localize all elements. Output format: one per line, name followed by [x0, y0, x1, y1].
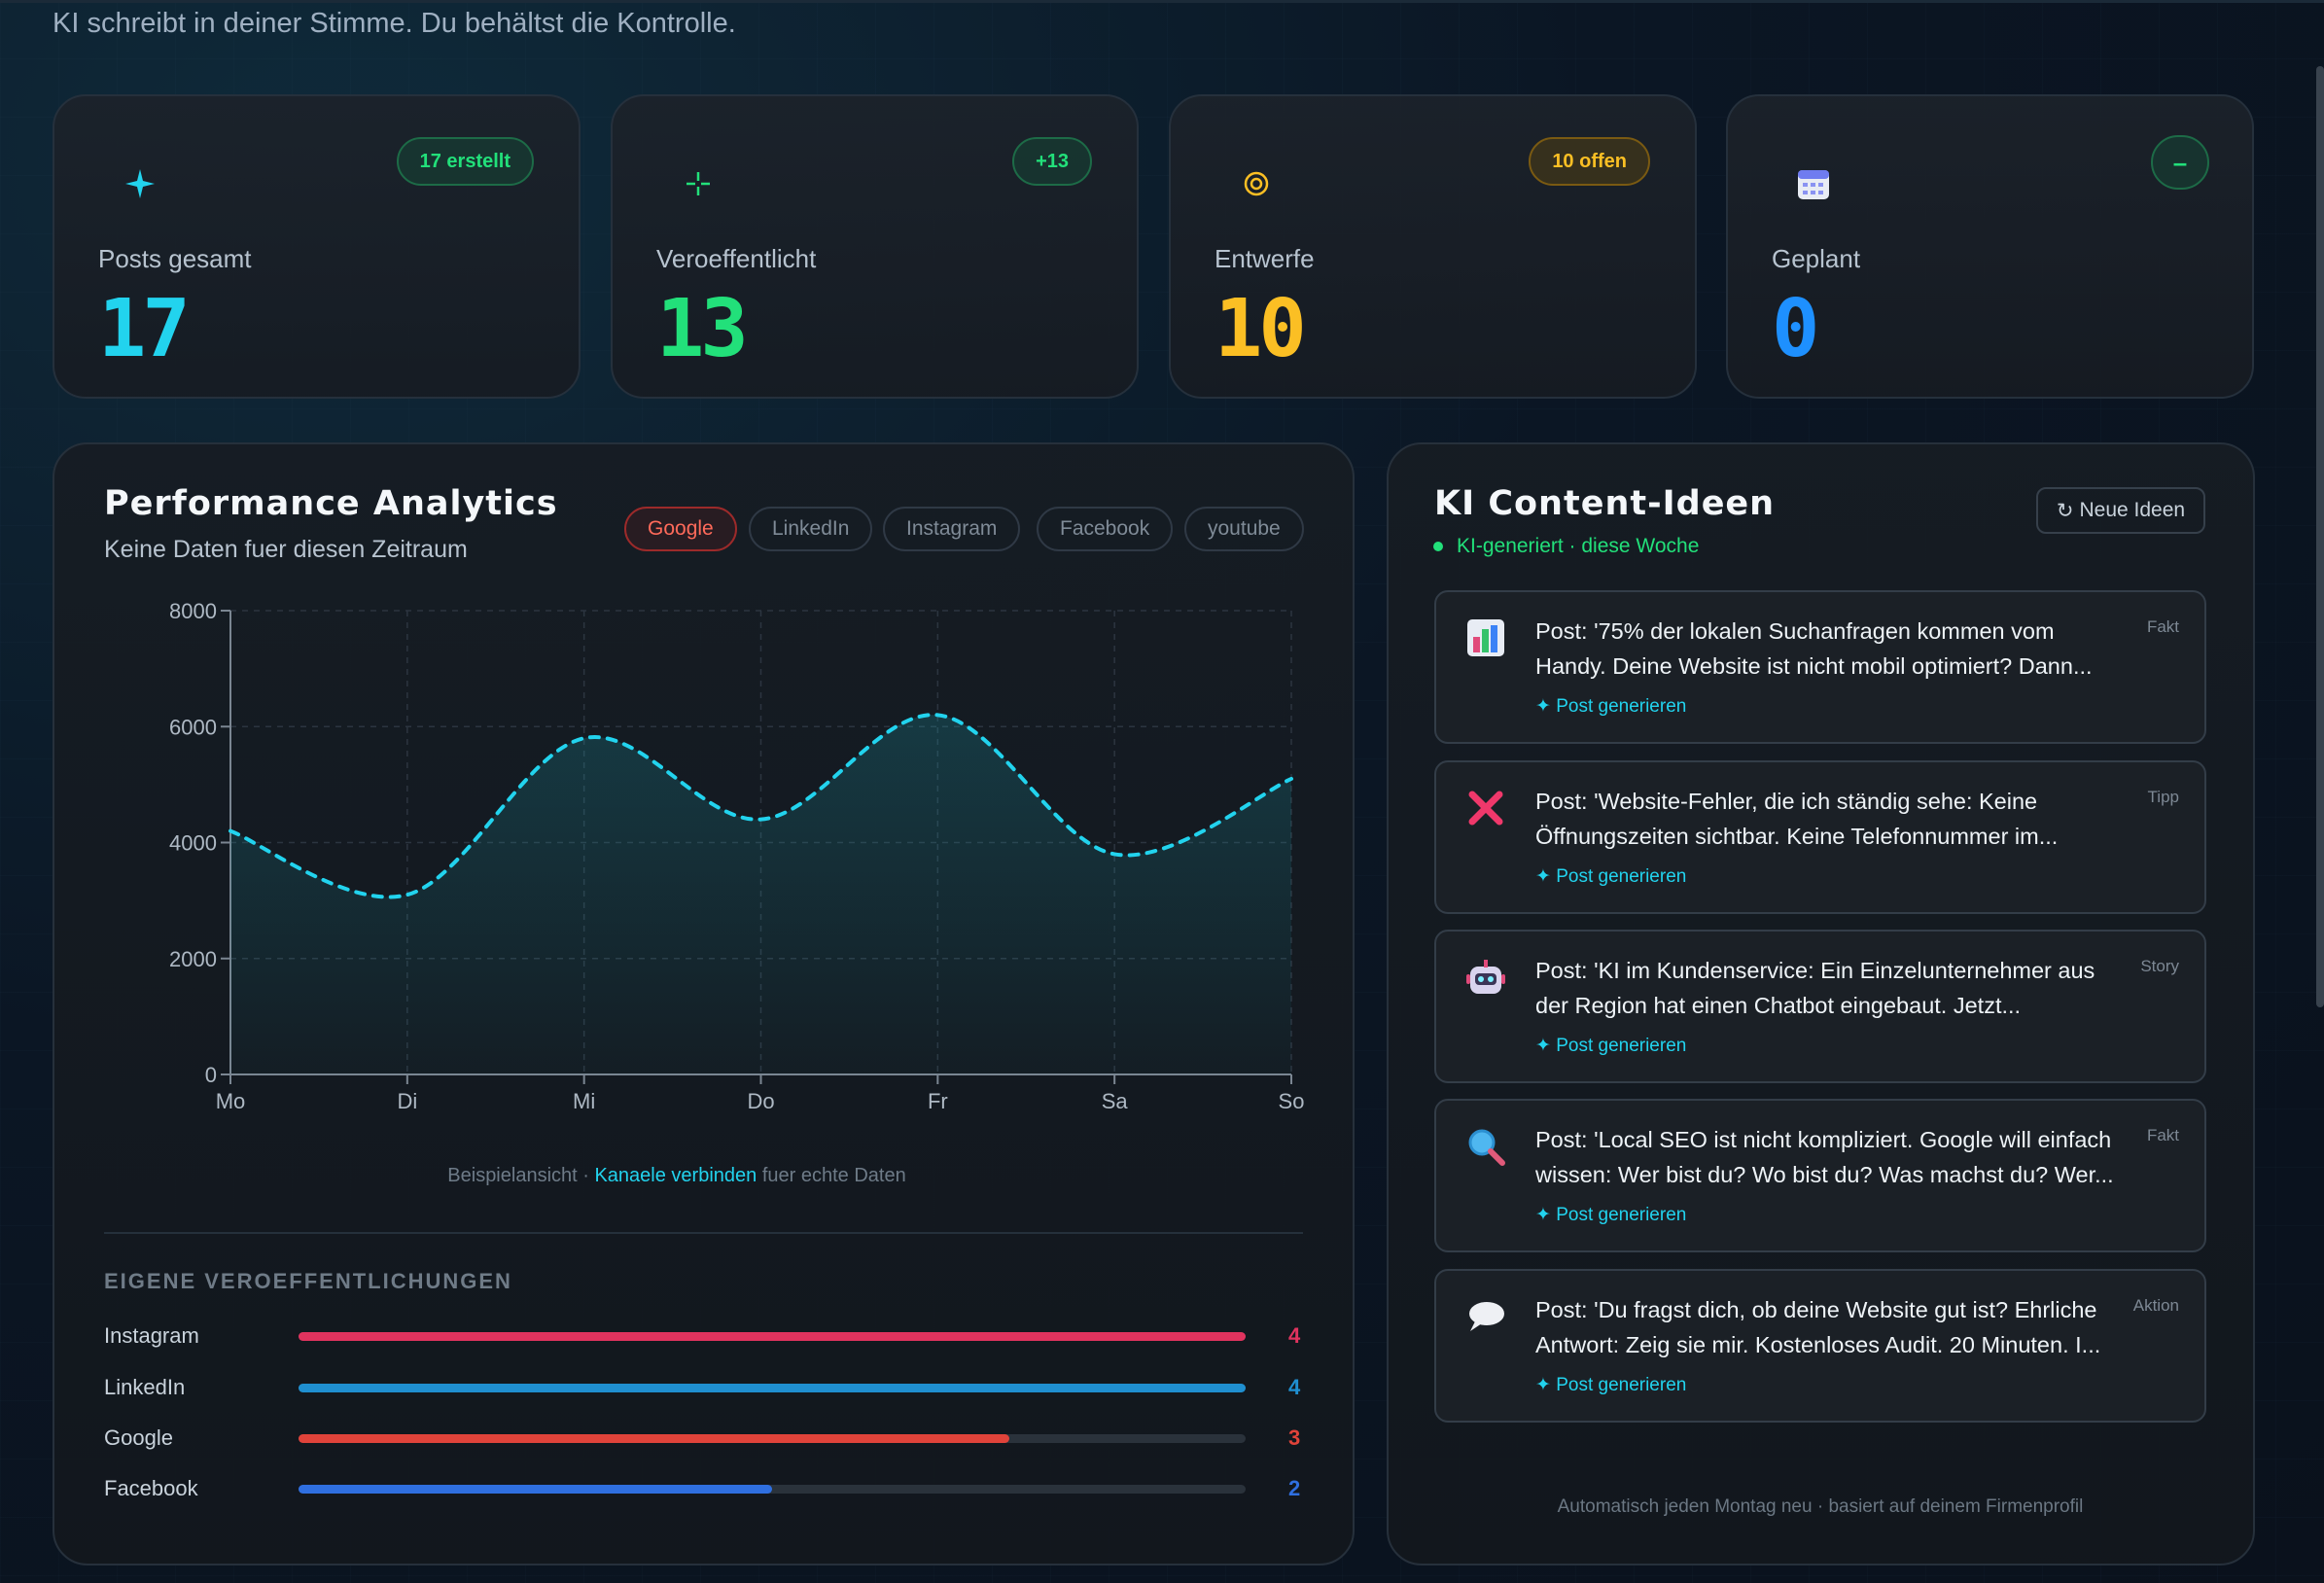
publication-count: 4 — [1288, 1323, 1301, 1348]
y-tick-label: 6000 — [169, 715, 217, 739]
idea-text: Post: 'Local SEO ist nicht kompliziert. … — [1535, 1127, 2114, 1187]
publication-bar — [299, 1434, 1246, 1443]
crosshair-icon — [677, 162, 720, 205]
scrollbar[interactable] — [2316, 66, 2324, 1007]
tagline: KI schreibt in deiner Stimme. Du behälts… — [53, 8, 736, 39]
x-tick-label: Sa — [1102, 1089, 1129, 1113]
ki-subtitle-text: KI-generiert · diese Woche — [1457, 535, 1700, 557]
tab-youtube[interactable]: youtube — [1184, 507, 1304, 551]
new-ideas-button[interactable]: ↻ Neue Ideen — [2036, 487, 2205, 534]
ki-subtitle: KI-generiert · diese Woche — [1433, 535, 1699, 558]
x-tick-label: So — [1279, 1089, 1305, 1113]
idea-text: Post: 'Website-Fehler, die ich ständig s… — [1535, 789, 2059, 849]
publication-label: Google — [104, 1425, 173, 1450]
x-tick-label: Mo — [216, 1089, 246, 1113]
publication-bar — [299, 1332, 1246, 1341]
stat-card-scheduled: – Geplant 0 — [1726, 94, 2254, 399]
tab-google[interactable]: Google — [624, 507, 737, 551]
idea-text: Post: 'Du fragst dich, ob deine Website … — [1535, 1297, 2101, 1357]
publication-label: Facebook — [104, 1476, 198, 1500]
publication-bar-fill — [299, 1434, 1009, 1443]
x-tick-label: Di — [397, 1089, 417, 1113]
stat-value: 0 — [1772, 283, 1819, 375]
section-title: EIGENE VEROEFFENTLICHUNGEN — [104, 1269, 512, 1293]
stat-value: 13 — [656, 283, 749, 375]
sparkle-icon — [119, 162, 161, 205]
y-tick-label: 8000 — [169, 599, 217, 623]
ki-footer: Automatisch jeden Montag neu · basiert a… — [1557, 1496, 2084, 1517]
idea-card[interactable]: Post: 'KI im Kundenservice: Ein Einzelun… — [1434, 930, 2206, 1083]
idea-card[interactable]: Post: 'Local SEO ist nicht kompliziert. … — [1434, 1099, 2206, 1252]
idea-tag: Fakt — [2146, 1126, 2179, 1144]
panel-subtitle: Keine Daten fuer diesen Zeitraum — [104, 536, 468, 563]
publication-label: LinkedIn — [104, 1375, 186, 1399]
magnifier-icon — [1465, 1126, 1506, 1167]
status-badge: – — [2151, 135, 2209, 190]
idea-card[interactable]: Post: 'Website-Fehler, die ich ständig s… — [1434, 760, 2206, 914]
status-dot — [1433, 542, 1443, 552]
publication-bar-fill — [299, 1332, 1246, 1341]
publication-bar-fill — [299, 1485, 772, 1494]
stat-label: Geplant — [1772, 244, 1861, 273]
stat-value: 10 — [1215, 283, 1307, 375]
new-ideas-label: Neue Ideen — [2079, 499, 2186, 521]
footnote-suffix: fuer echte Daten — [757, 1165, 906, 1186]
divider — [104, 1232, 1303, 1234]
idea-card[interactable]: Post: '75% der lokalen Suchanfragen komm… — [1434, 590, 2206, 744]
generate-post-link[interactable]: ✦ Post generieren — [1535, 866, 1687, 887]
tab-instagram[interactable]: Instagram — [883, 507, 1021, 551]
chart-footnote: Beispielansicht · Kanaele verbinden fuer… — [53, 1165, 1301, 1187]
area-fill — [230, 715, 1291, 1074]
stat-card-published: +13 Veroeffentlicht 13 — [611, 94, 1139, 399]
y-tick-label: 0 — [205, 1063, 217, 1087]
x-tick-label: Fr — [928, 1089, 948, 1113]
publication-count: 4 — [1288, 1375, 1301, 1399]
tab-linkedin[interactable]: LinkedIn — [749, 507, 873, 551]
panel-title: KI Content-Ideen — [1434, 484, 1776, 523]
idea-card[interactable]: Post: 'Du fragst dich, ob deine Website … — [1434, 1269, 2206, 1423]
stat-label: Veroeffentlicht — [656, 244, 817, 273]
bar-chart-icon — [1465, 617, 1506, 658]
idea-tag: Aktion — [2132, 1296, 2179, 1315]
generate-post-link[interactable]: ✦ Post generieren — [1535, 1375, 1687, 1395]
connect-channels-link[interactable]: Kanaele verbinden — [594, 1165, 757, 1186]
x-tick-label: Do — [747, 1089, 774, 1113]
idea-tag: Fakt — [2146, 617, 2179, 636]
status-badge: 10 offen — [1529, 137, 1650, 186]
generate-post-link[interactable]: ✦ Post generieren — [1535, 696, 1687, 717]
robot-icon — [1465, 957, 1506, 998]
publication-count: 3 — [1288, 1425, 1301, 1450]
top-border — [0, 0, 2324, 3]
stat-card-posts: 17 erstellt Posts gesamt 17 — [53, 94, 581, 399]
generate-post-link[interactable]: ✦ Post generieren — [1535, 1205, 1687, 1225]
tab-facebook[interactable]: Facebook — [1037, 507, 1174, 551]
idea-text: Post: '75% der lokalen Suchanfragen komm… — [1535, 618, 2093, 679]
status-badge: 17 erstellt — [396, 137, 534, 186]
footnote-prefix: Beispielansicht · — [447, 1165, 595, 1186]
cross-mark-icon — [1465, 788, 1506, 828]
stat-value: 17 — [98, 283, 191, 375]
idea-tag: Tipp — [2147, 788, 2179, 806]
publication-count: 2 — [1288, 1476, 1301, 1500]
idea-text: Post: 'KI im Kundenservice: Ein Einzelun… — [1535, 958, 2095, 1018]
calendar-icon — [1792, 162, 1835, 205]
stat-label: Entwerfe — [1215, 244, 1315, 273]
publication-bar — [299, 1485, 1246, 1494]
status-badge: +13 — [1012, 137, 1092, 186]
refresh-icon: ↻ — [2056, 499, 2074, 522]
generate-post-link[interactable]: ✦ Post generieren — [1535, 1036, 1687, 1056]
publication-bar-fill — [299, 1384, 1246, 1392]
idea-tag: Story — [2140, 957, 2179, 975]
stat-card-drafts: 10 offen Entwerfe 10 — [1169, 94, 1697, 399]
speech-bubble-icon — [1465, 1296, 1506, 1337]
y-tick-label: 4000 — [169, 831, 217, 856]
publication-label: Instagram — [104, 1323, 199, 1348]
panel-title: Performance Analytics — [104, 484, 558, 523]
stat-label: Posts gesamt — [98, 244, 252, 273]
y-tick-label: 2000 — [169, 947, 217, 971]
x-tick-label: Mi — [573, 1089, 595, 1113]
target-icon — [1235, 162, 1278, 205]
publication-bar — [299, 1384, 1246, 1392]
